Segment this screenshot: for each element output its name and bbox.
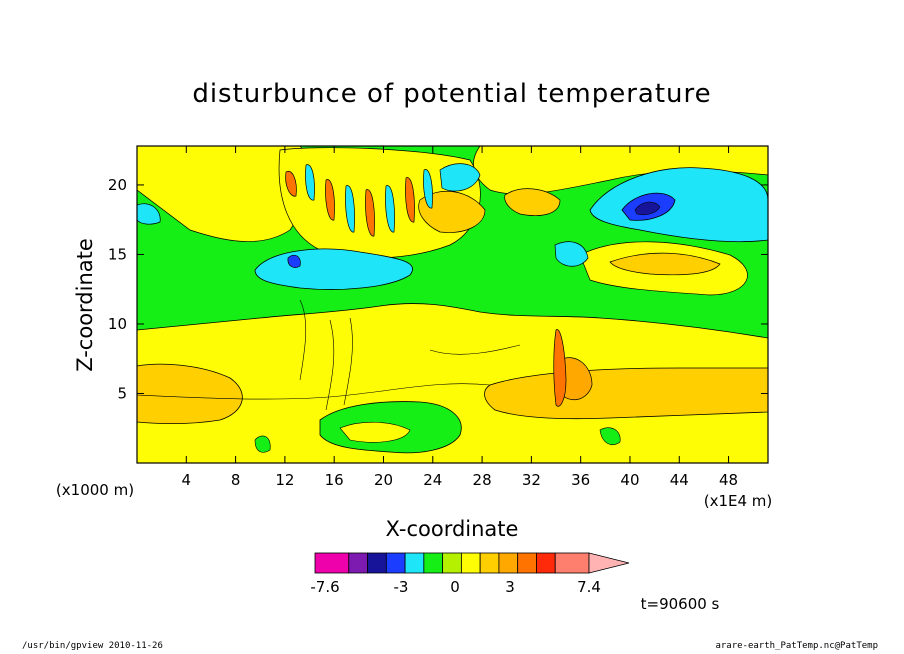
x-tick-label: 28: [473, 471, 492, 489]
field-orange-midright: [609, 252, 721, 276]
x-axis: 4 8 12 16 20 24 28 32 36 40 44 48: [182, 146, 738, 489]
x-tick-label: 48: [719, 471, 738, 489]
colorbar-box: [460, 552, 481, 574]
field-cyan-left: [137, 203, 161, 225]
field-green-bottom-right: [599, 427, 621, 445]
x-tick-label: 8: [231, 471, 241, 489]
field-yellow-lower-pocket: [339, 421, 411, 443]
colorbar-box: [367, 552, 387, 574]
plot-area: [136, 145, 769, 464]
field-red-spike: [553, 329, 567, 407]
wave-stripes: [285, 164, 433, 237]
field-orange-right-deep: [559, 357, 593, 401]
field-orange-right: [504, 188, 561, 216]
x-tick-label: 24: [423, 471, 442, 489]
x-axis-label: X-coordinate: [386, 517, 519, 541]
footer-right: arare-earth_PatTemp.nc@PatTemp: [715, 641, 878, 651]
field-cyan-upper: [439, 163, 481, 192]
colorbar-box: [536, 552, 556, 574]
colorbar-label: -7.6: [310, 578, 339, 596]
colorbar-box: [348, 552, 368, 574]
x-tick-label: 44: [670, 471, 689, 489]
colorbar-box: [442, 552, 462, 574]
footer-left: /usr/bin/gpview 2010-11-26: [22, 641, 163, 651]
field-blue-mid: [287, 254, 301, 268]
field-navy-right: [634, 201, 661, 216]
colorbar-box: [385, 552, 406, 574]
y-tick-label: 15: [108, 245, 127, 263]
colorbar-box: [423, 552, 444, 574]
y-tick-label: 10: [108, 315, 127, 333]
colorbar-box: [554, 552, 590, 574]
colorbar-label: 7.4: [577, 578, 601, 596]
y-tick-label: 20: [108, 176, 127, 194]
plot-frame: [136, 145, 769, 464]
field-orange-lower-left: [137, 363, 243, 425]
colorbar-box: [314, 552, 350, 574]
colorbar-label: -3: [394, 578, 409, 596]
x-unit-right: (x1E4 m): [704, 492, 773, 510]
colorbar-box: [498, 552, 519, 574]
field-green-bottom-left: [254, 435, 271, 453]
time-label: t=90600 s: [641, 595, 720, 613]
x-tick-label: 16: [325, 471, 344, 489]
x-tick-label: 4: [182, 471, 192, 489]
x-tick-label: 40: [620, 471, 639, 489]
colorbar-labels: -7.6 -3 0 3 7.4: [310, 578, 601, 596]
colorbar-label: 3: [505, 578, 515, 596]
colorbar-box: [517, 552, 537, 574]
x-tick-label: 36: [571, 471, 590, 489]
colorbar-label: 0: [450, 578, 460, 596]
y-axis: 5 10 15 20: [108, 176, 768, 402]
contour-lines: [137, 299, 521, 411]
field-cyan-small: [554, 241, 589, 267]
x-tick-label: 32: [522, 471, 541, 489]
x-tick-label: 12: [275, 471, 294, 489]
field-orange-center: [418, 191, 486, 233]
colorbar-arrow: [588, 552, 630, 574]
y-tick-label: 5: [117, 384, 127, 402]
y-axis-label: Z-coordinate: [73, 238, 97, 372]
x-tick-label: 20: [374, 471, 393, 489]
colorbar: [314, 552, 630, 574]
colorbar-box: [404, 552, 425, 574]
colorbar-box: [479, 552, 500, 574]
chart-title: disturbunce of potential temperature: [192, 79, 711, 109]
x-unit-left: (x1000 m): [56, 481, 134, 499]
contour-field: [137, 146, 768, 463]
